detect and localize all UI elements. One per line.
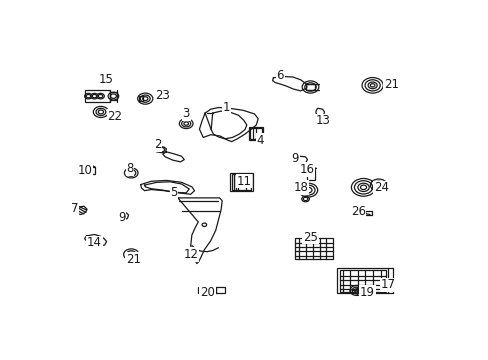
Text: 16: 16 xyxy=(299,163,314,176)
Text: 17: 17 xyxy=(380,278,395,291)
Text: 3: 3 xyxy=(182,107,189,120)
Text: 14: 14 xyxy=(87,236,102,249)
Text: 8: 8 xyxy=(126,162,134,175)
Text: 21: 21 xyxy=(125,253,141,266)
Text: 13: 13 xyxy=(315,114,330,127)
Text: 25: 25 xyxy=(303,231,317,244)
Bar xyxy=(339,270,385,292)
Text: 15: 15 xyxy=(98,73,113,86)
Text: 23: 23 xyxy=(155,89,170,102)
Bar xyxy=(336,268,387,293)
Bar xyxy=(215,287,225,293)
Text: 4: 4 xyxy=(256,134,264,147)
Text: 18: 18 xyxy=(293,181,307,194)
Bar xyxy=(199,287,213,292)
Bar xyxy=(197,287,215,293)
Text: 19: 19 xyxy=(359,286,374,299)
Text: 6: 6 xyxy=(276,68,284,82)
Text: 12: 12 xyxy=(183,248,198,261)
Bar xyxy=(84,168,90,173)
Bar xyxy=(84,90,110,102)
Bar xyxy=(306,170,314,180)
Text: 2: 2 xyxy=(154,139,161,152)
Text: 20: 20 xyxy=(200,286,214,299)
Text: 1: 1 xyxy=(222,101,230,114)
Text: 9: 9 xyxy=(118,211,125,224)
Bar xyxy=(139,96,143,100)
Text: 24: 24 xyxy=(373,181,388,194)
Text: 10: 10 xyxy=(77,164,92,177)
Bar xyxy=(305,84,315,90)
Text: 5: 5 xyxy=(170,186,177,199)
Bar xyxy=(82,167,95,174)
Bar xyxy=(229,173,252,191)
Text: 21: 21 xyxy=(383,78,398,91)
Text: 11: 11 xyxy=(236,175,251,188)
Text: 26: 26 xyxy=(350,205,365,218)
Text: 9: 9 xyxy=(291,152,299,165)
Bar xyxy=(248,127,263,140)
Text: 22: 22 xyxy=(107,110,122,123)
Bar xyxy=(295,238,332,259)
Bar xyxy=(231,174,250,190)
Bar xyxy=(250,128,261,139)
Text: 7: 7 xyxy=(71,202,79,215)
